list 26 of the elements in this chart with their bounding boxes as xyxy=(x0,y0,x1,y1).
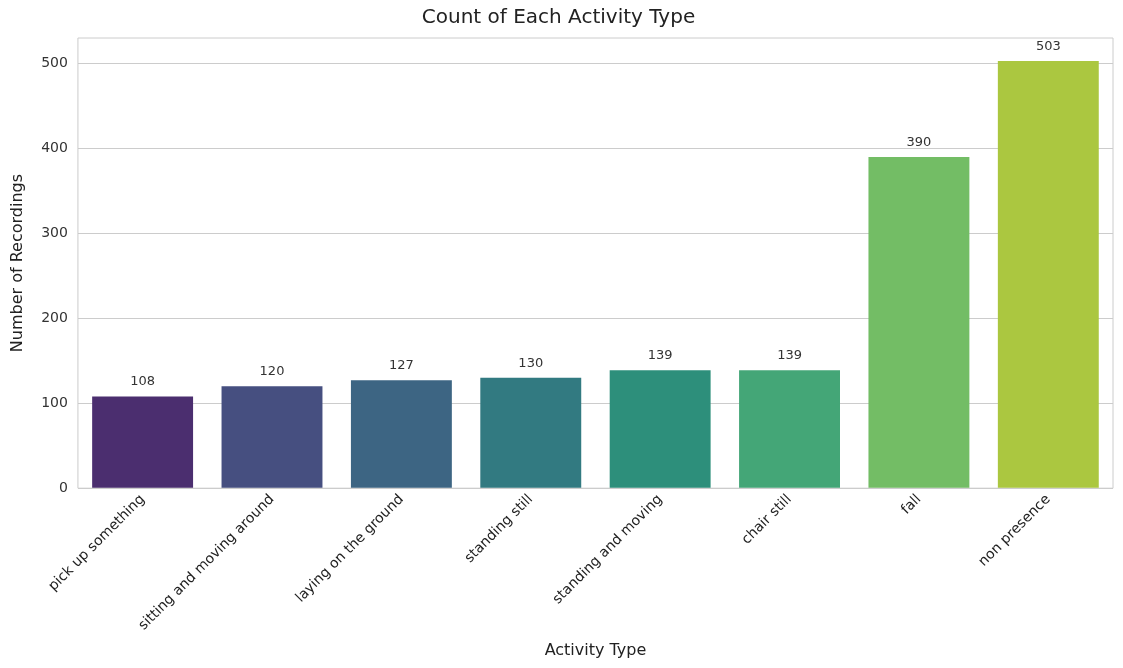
bar xyxy=(350,380,452,488)
y-axis-title: Number of Recordings xyxy=(6,173,26,353)
y-tick-label: 500 xyxy=(41,54,68,71)
bar xyxy=(609,370,711,488)
data-label: 139 xyxy=(647,347,673,363)
bar xyxy=(221,386,323,488)
data-label: 503 xyxy=(1035,37,1061,53)
bar xyxy=(92,396,194,488)
data-label: 130 xyxy=(518,354,544,370)
data-label: 139 xyxy=(777,347,802,363)
bar xyxy=(868,156,970,488)
y-tick-label: 400 xyxy=(41,139,68,156)
bar xyxy=(739,370,840,488)
bar xyxy=(480,377,582,488)
x-axis-title: Activity Type xyxy=(544,639,647,659)
y-tick-label: 300 xyxy=(41,224,68,241)
y-tick-label: 100 xyxy=(41,393,68,410)
chart-title: Count of Each Activity Type xyxy=(421,4,696,29)
y-tick-label: 0 xyxy=(59,478,68,495)
x-tick-label: fall xyxy=(897,490,924,517)
y-tick-label: 200 xyxy=(41,308,68,325)
data-label: 108 xyxy=(130,373,156,389)
data-label: 127 xyxy=(388,357,414,373)
data-label: 390 xyxy=(906,133,932,149)
data-label: 120 xyxy=(259,363,285,379)
bar xyxy=(997,60,1099,488)
